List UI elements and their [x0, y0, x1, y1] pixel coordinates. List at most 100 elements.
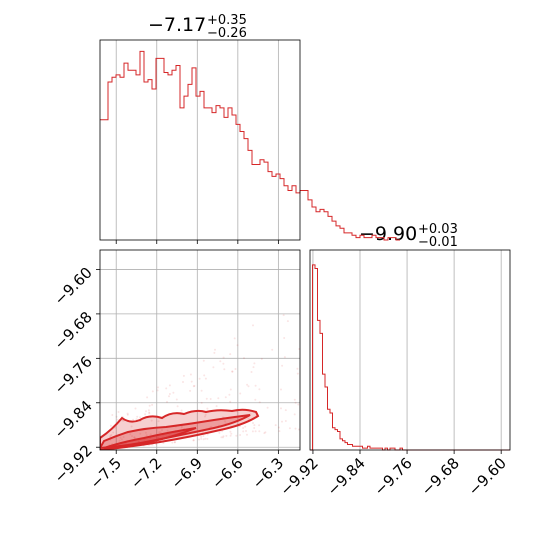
- sample-point: [122, 436, 125, 438]
- title-2-minus: −0.01: [418, 235, 458, 250]
- sample-point: [281, 364, 284, 367]
- title-2-median: −9.90: [359, 223, 417, 245]
- sample-point: [206, 407, 209, 410]
- sample-point: [200, 401, 203, 404]
- sample-point: [190, 380, 193, 383]
- title-1-minus: −0.26: [207, 26, 247, 41]
- sample-point: [180, 409, 183, 412]
- title-1-median: −7.17: [148, 14, 206, 36]
- title-param-1: −7.17 +0.35 −0.26: [148, 13, 247, 41]
- sample-point: [274, 424, 277, 427]
- marginal-histogram-param-1: [99, 39, 400, 244]
- sample-point: [245, 430, 247, 432]
- sample-point: [222, 362, 225, 365]
- sample-point: [136, 415, 139, 418]
- sample-point: [192, 439, 195, 442]
- sample-point: [119, 436, 122, 439]
- x-tick-label: −9.68: [418, 454, 463, 499]
- sample-point: [215, 405, 218, 408]
- sample-point: [206, 433, 209, 436]
- sample-point: [204, 377, 207, 380]
- histogram-step-param-1: [100, 50, 400, 241]
- sample-point: [239, 392, 242, 395]
- sample-point: [121, 419, 124, 422]
- sample-point: [129, 433, 132, 436]
- y-tick-label: −9.68: [51, 308, 96, 353]
- sample-point: [221, 430, 224, 433]
- sample-point: [217, 397, 220, 400]
- sample-point: [229, 434, 232, 437]
- sample-point: [189, 389, 192, 392]
- sample-point: [144, 431, 147, 434]
- sample-point: [206, 437, 209, 440]
- sample-point: [229, 400, 232, 403]
- sample-point: [145, 410, 147, 413]
- sample-point: [223, 368, 226, 371]
- x-tick-label: −6.6: [208, 454, 246, 492]
- sample-point: [192, 439, 195, 442]
- sample-point: [139, 432, 142, 435]
- sample-point: [146, 396, 149, 399]
- sample-point: [180, 426, 183, 429]
- sample-point: [252, 366, 255, 369]
- sample-point: [174, 441, 176, 444]
- sample-point: [168, 393, 171, 395]
- sample-point: [258, 430, 261, 433]
- sample-point: [246, 433, 248, 436]
- panel-frame-joint: [99, 249, 301, 451]
- sample-point: [254, 430, 257, 433]
- sample-point: [149, 433, 152, 436]
- sample-point: [198, 377, 201, 380]
- sample-point: [225, 434, 228, 437]
- sample-point: [109, 424, 112, 427]
- sample-point: [202, 438, 205, 441]
- sample-point: [278, 430, 281, 433]
- sample-point: [132, 418, 135, 421]
- sample-point: [109, 435, 112, 438]
- sample-point: [280, 407, 282, 410]
- sample-point: [193, 384, 196, 387]
- marginal-histogram-param-2: −9.92 −9.84 −9.76 −9.68 −9.60: [277, 249, 511, 499]
- sample-point: [204, 437, 207, 440]
- sample-point: [110, 433, 113, 436]
- x-tick-label: −9.60: [465, 454, 510, 499]
- sample-point: [203, 374, 206, 377]
- sample-point: [254, 398, 257, 401]
- sample-point: [192, 385, 195, 388]
- sample-point: [218, 431, 221, 434]
- sample-point: [172, 391, 175, 394]
- sample-point: [251, 430, 254, 433]
- sample-point: [286, 320, 289, 323]
- sample-point: [117, 411, 120, 413]
- density-contour-inner: [103, 427, 197, 449]
- sample-point: [282, 314, 285, 317]
- title-2-plus: +0.03: [418, 222, 458, 237]
- joint-scatter-panel: −7.5 −7.2 −6.9 −6.6 −6.3−9.60−9.68−9.76−9.84…: [51, 249, 301, 493]
- sample-point: [198, 438, 200, 441]
- sample-point: [296, 367, 299, 370]
- sample-point: [116, 418, 119, 421]
- sample-point: [158, 431, 161, 434]
- sample-point: [175, 398, 178, 401]
- sample-point: [224, 396, 227, 399]
- sample-point: [242, 430, 245, 433]
- sample-point: [246, 383, 249, 386]
- y-tick-label: −9.60: [51, 264, 96, 309]
- sample-point: [200, 435, 203, 438]
- x-tick-label: −9.84: [324, 454, 369, 499]
- sample-point: [151, 403, 154, 406]
- sample-point: [205, 397, 208, 400]
- sample-point: [297, 403, 300, 406]
- sample-point: [231, 370, 234, 373]
- sample-point: [151, 390, 154, 393]
- sample-point: [280, 388, 282, 391]
- sample-point: [229, 388, 232, 391]
- sample-point: [156, 389, 159, 392]
- sample-point: [271, 348, 274, 351]
- sample-point: [258, 401, 261, 404]
- panel-frame-top: [99, 39, 301, 241]
- x-tick-label: −9.92: [277, 454, 322, 499]
- sample-point: [283, 356, 286, 359]
- sample-point: [228, 393, 231, 396]
- sample-point: [229, 430, 232, 433]
